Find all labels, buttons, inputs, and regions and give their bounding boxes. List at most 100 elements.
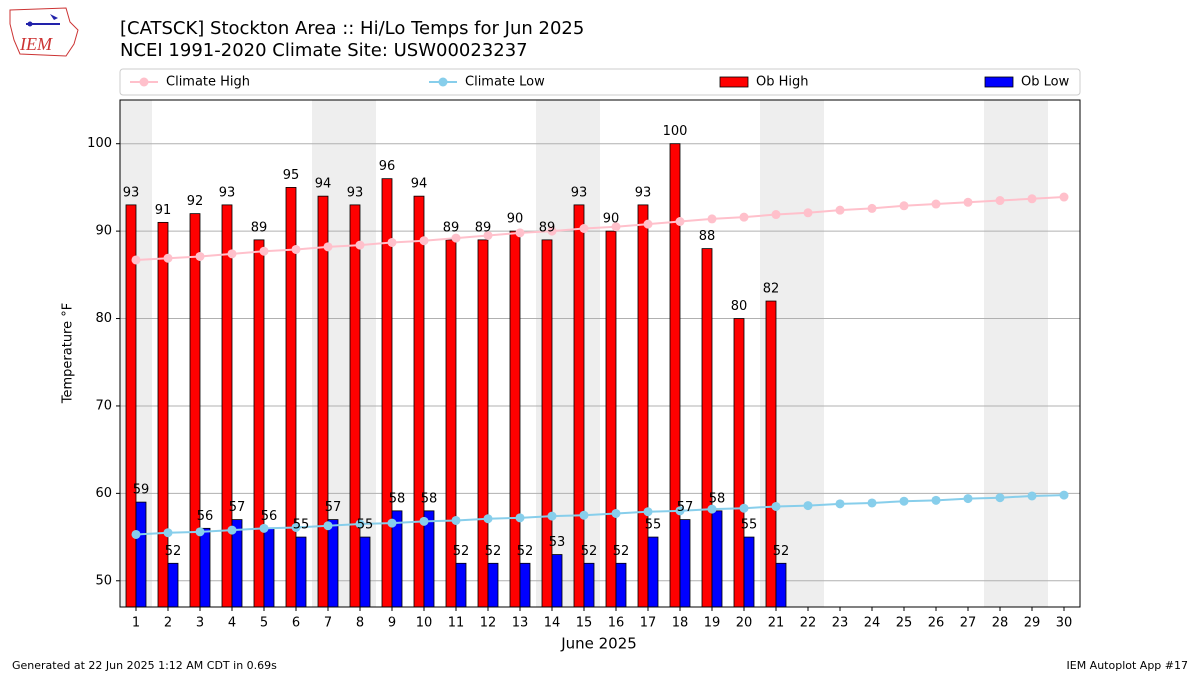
value-label: 89 bbox=[539, 220, 556, 235]
bar bbox=[135, 501, 147, 608]
x-tick-label: 12 bbox=[480, 616, 497, 631]
x-tick-label: 23 bbox=[832, 616, 849, 631]
marker bbox=[483, 230, 493, 240]
legend-label: Ob Low bbox=[1021, 75, 1070, 90]
marker bbox=[867, 203, 877, 213]
plot-frame bbox=[119, 99, 1081, 608]
value-label: 94 bbox=[411, 177, 428, 192]
x-tick-label: 11 bbox=[448, 616, 465, 631]
value-label: 55 bbox=[293, 518, 310, 533]
bar bbox=[583, 562, 595, 608]
marker bbox=[387, 237, 397, 247]
value-label: 92 bbox=[187, 194, 204, 209]
marker bbox=[1059, 192, 1069, 202]
marker bbox=[355, 240, 365, 250]
x-tick-label: 26 bbox=[928, 616, 945, 631]
marker bbox=[803, 501, 813, 511]
marker bbox=[579, 223, 589, 233]
bar bbox=[167, 562, 179, 608]
x-tick-label: 4 bbox=[228, 616, 236, 631]
value-label: 93 bbox=[347, 185, 364, 200]
marker bbox=[1059, 490, 1069, 500]
marker bbox=[931, 495, 941, 505]
value-label: 89 bbox=[443, 220, 460, 235]
x-tick-label: 5 bbox=[260, 616, 268, 631]
marker bbox=[163, 528, 173, 538]
y-tick-label: 50 bbox=[95, 573, 112, 588]
y-tick-label: 90 bbox=[95, 224, 112, 239]
bar bbox=[669, 143, 681, 608]
marker bbox=[771, 210, 781, 220]
value-label: 89 bbox=[251, 220, 268, 235]
x-tick-label: 21 bbox=[768, 616, 785, 631]
value-label: 94 bbox=[315, 177, 332, 192]
x-tick-label: 20 bbox=[736, 616, 753, 631]
marker bbox=[515, 228, 525, 238]
grid bbox=[120, 143, 1080, 582]
marker bbox=[1027, 194, 1037, 204]
marker bbox=[515, 513, 525, 523]
line bbox=[135, 494, 1065, 536]
marker bbox=[419, 516, 429, 526]
value-label: 93 bbox=[635, 185, 652, 200]
value-label: 59 bbox=[133, 483, 150, 498]
x-tick-label: 3 bbox=[196, 616, 204, 631]
value-label: 80 bbox=[731, 299, 748, 314]
bar bbox=[317, 195, 329, 608]
value-label: 57 bbox=[325, 500, 342, 515]
bar bbox=[701, 248, 713, 608]
legend bbox=[119, 68, 1081, 96]
marker bbox=[611, 508, 621, 518]
marks bbox=[125, 143, 1069, 608]
value-label: 52 bbox=[613, 544, 630, 559]
chart-subtitle: NCEI 1991-2020 Climate Site: USW00023237 bbox=[120, 40, 528, 61]
bar bbox=[711, 510, 723, 608]
bar bbox=[253, 239, 265, 608]
x-tick-label: 24 bbox=[864, 616, 881, 631]
value-label: 93 bbox=[219, 185, 236, 200]
logo-text: IEM bbox=[19, 34, 53, 54]
marker bbox=[291, 244, 301, 254]
marker bbox=[131, 529, 141, 539]
x-tick-label: 18 bbox=[672, 616, 689, 631]
x-tick-label: 14 bbox=[544, 616, 561, 631]
legend-swatch bbox=[719, 76, 749, 88]
x-tick-label: 7 bbox=[324, 616, 332, 631]
value-label: 58 bbox=[389, 491, 406, 506]
value-label: 90 bbox=[603, 212, 620, 227]
marker bbox=[643, 507, 653, 517]
y-tick-label: 100 bbox=[87, 136, 112, 151]
marker bbox=[707, 214, 717, 224]
x-tick-label: 6 bbox=[292, 616, 300, 631]
legend-swatch bbox=[139, 77, 149, 87]
x-tick-label: 15 bbox=[576, 616, 593, 631]
chart-title: [CATSCK] Stockton Area :: Hi/Lo Temps fo… bbox=[120, 18, 584, 39]
bar bbox=[487, 562, 499, 608]
marker bbox=[739, 212, 749, 222]
bar bbox=[541, 239, 553, 608]
legend-label: Climate High bbox=[166, 75, 250, 90]
marker bbox=[195, 527, 205, 537]
marker bbox=[899, 201, 909, 211]
marker bbox=[579, 510, 589, 520]
bar bbox=[519, 562, 531, 608]
x-tick-label: 30 bbox=[1056, 616, 1073, 631]
y-tick-label: 80 bbox=[95, 311, 112, 326]
legend-label: Ob High bbox=[756, 75, 809, 90]
bar bbox=[359, 536, 371, 608]
value-label: 52 bbox=[453, 544, 470, 559]
footer-left: Generated at 22 Jun 2025 1:12 AM CDT in … bbox=[12, 659, 277, 672]
bar bbox=[775, 562, 787, 608]
marker bbox=[803, 208, 813, 218]
value-label: 93 bbox=[571, 185, 588, 200]
legend-swatch bbox=[438, 77, 448, 87]
bar bbox=[413, 195, 425, 608]
legend-label: Climate Low bbox=[465, 75, 545, 90]
value-label: 57 bbox=[677, 500, 694, 515]
marker bbox=[995, 196, 1005, 206]
bar bbox=[637, 204, 649, 608]
marker bbox=[675, 506, 685, 516]
marker bbox=[675, 217, 685, 227]
